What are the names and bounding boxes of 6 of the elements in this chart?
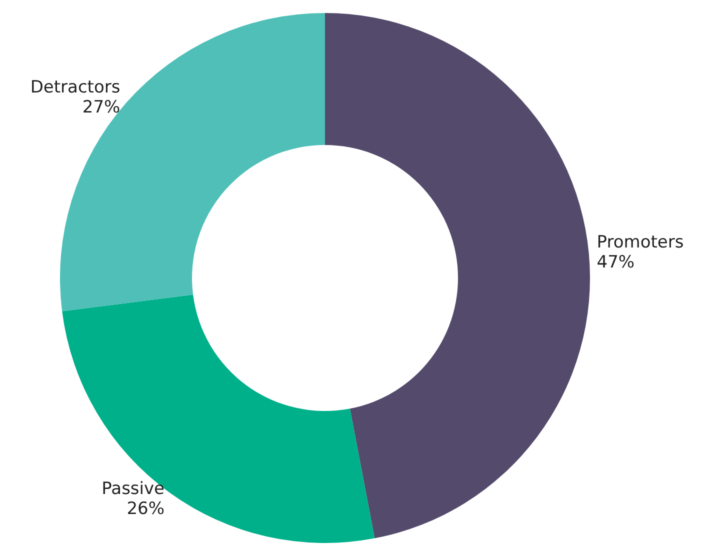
slice-label: Detractors xyxy=(30,77,120,98)
data-label: 47% xyxy=(596,252,635,272)
slice-label: Passive xyxy=(102,478,165,499)
data-label: 27% xyxy=(82,97,120,118)
data-label: 26% xyxy=(126,498,165,519)
slice-label: Promoters xyxy=(596,232,684,252)
